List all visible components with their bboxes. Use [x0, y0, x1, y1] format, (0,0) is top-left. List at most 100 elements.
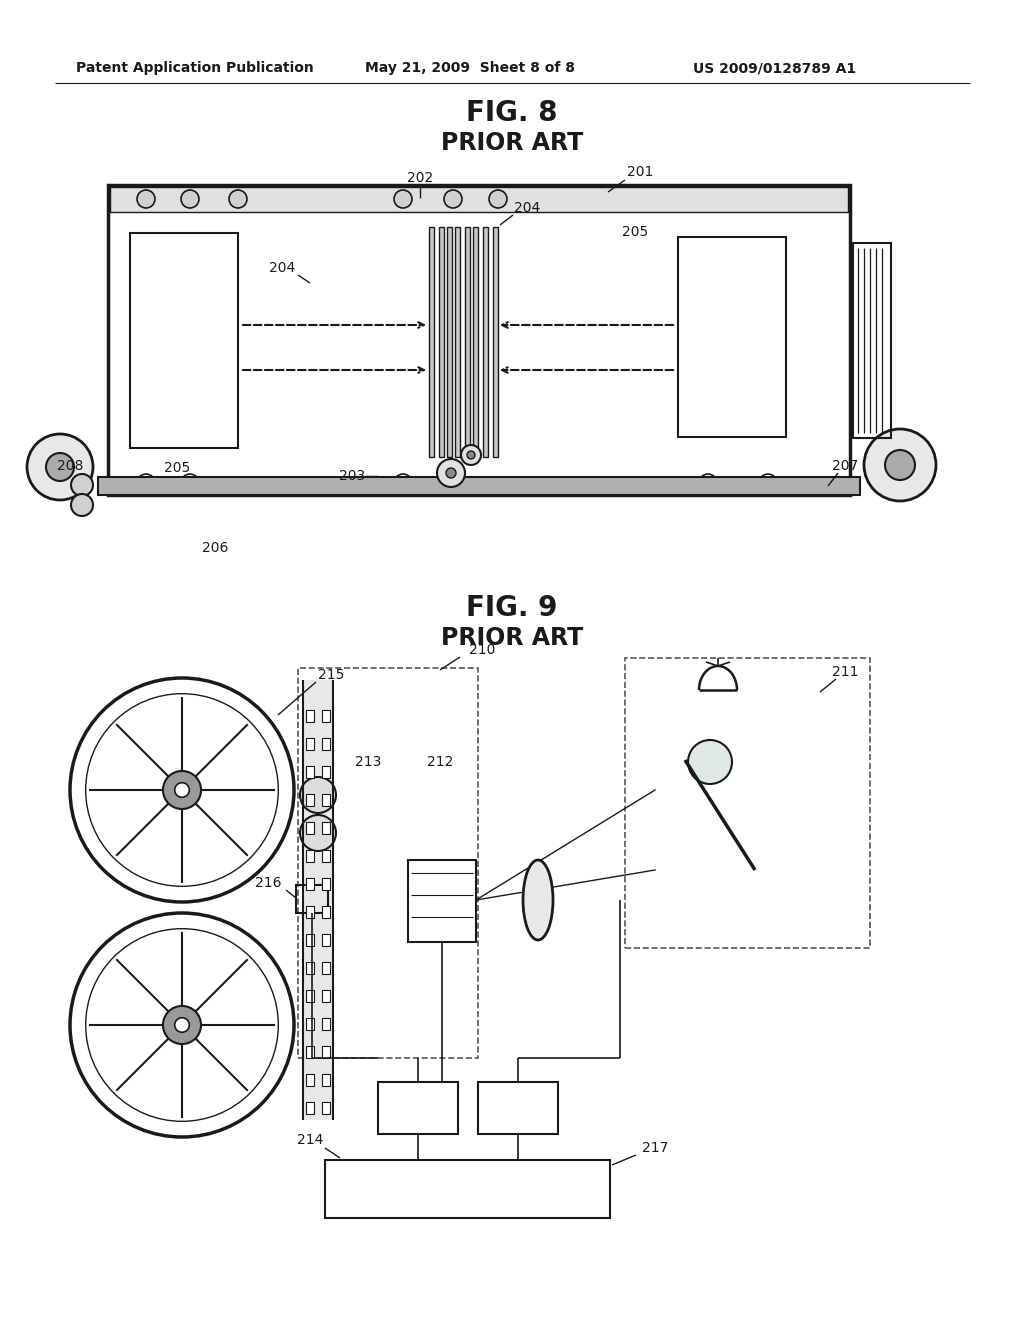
Bar: [473, 227, 478, 457]
Bar: [306, 935, 314, 946]
Bar: [439, 227, 444, 457]
Bar: [130, 234, 238, 447]
Bar: [306, 1102, 314, 1114]
Bar: [322, 1045, 330, 1059]
Text: 201: 201: [627, 165, 653, 180]
Circle shape: [137, 474, 155, 492]
Text: 217: 217: [642, 1140, 669, 1155]
Circle shape: [137, 190, 155, 209]
Text: 204: 204: [269, 261, 295, 275]
Circle shape: [300, 777, 336, 813]
Text: 211: 211: [831, 665, 858, 678]
Circle shape: [437, 459, 465, 487]
Circle shape: [446, 469, 456, 478]
Bar: [678, 238, 786, 437]
Bar: [322, 1102, 330, 1114]
Bar: [447, 227, 452, 457]
Bar: [325, 1160, 610, 1218]
Circle shape: [300, 814, 336, 851]
Circle shape: [181, 474, 199, 492]
Bar: [322, 710, 330, 722]
Bar: [429, 227, 434, 457]
Text: 213: 213: [354, 755, 381, 770]
Text: 208: 208: [56, 459, 83, 473]
Bar: [306, 710, 314, 722]
Bar: [322, 935, 330, 946]
Bar: [322, 990, 330, 1002]
Circle shape: [489, 190, 507, 209]
Bar: [306, 822, 314, 834]
Bar: [322, 962, 330, 974]
Bar: [98, 477, 860, 495]
Bar: [306, 795, 314, 807]
Bar: [455, 227, 460, 457]
Bar: [306, 1045, 314, 1059]
Circle shape: [163, 771, 201, 809]
Circle shape: [461, 445, 481, 465]
Circle shape: [175, 1018, 189, 1032]
Bar: [306, 850, 314, 862]
Text: PRIOR ART: PRIOR ART: [441, 626, 583, 649]
Circle shape: [70, 678, 294, 902]
Circle shape: [699, 474, 717, 492]
Bar: [306, 738, 314, 750]
Circle shape: [759, 474, 777, 492]
Circle shape: [163, 1006, 201, 1044]
Text: 215: 215: [318, 668, 344, 682]
Ellipse shape: [523, 861, 553, 940]
Bar: [322, 822, 330, 834]
Bar: [306, 990, 314, 1002]
Text: 216: 216: [256, 876, 282, 890]
Text: Patent Application Publication: Patent Application Publication: [76, 61, 314, 75]
Bar: [408, 861, 476, 942]
Circle shape: [27, 434, 93, 500]
Circle shape: [70, 913, 294, 1137]
Bar: [322, 1018, 330, 1030]
Text: FIG. 8: FIG. 8: [466, 99, 558, 127]
Bar: [322, 738, 330, 750]
Circle shape: [181, 190, 199, 209]
Circle shape: [467, 451, 475, 459]
Text: US 2009/0128789 A1: US 2009/0128789 A1: [693, 61, 856, 75]
Bar: [322, 766, 330, 777]
Text: 214: 214: [297, 1133, 324, 1147]
Circle shape: [71, 474, 93, 496]
Bar: [306, 766, 314, 777]
Text: 206: 206: [202, 541, 228, 554]
Bar: [478, 1082, 558, 1134]
Bar: [853, 243, 891, 438]
Bar: [303, 680, 333, 1119]
Text: 210: 210: [469, 643, 496, 657]
Circle shape: [394, 474, 412, 492]
Text: 205: 205: [164, 461, 190, 475]
Bar: [306, 1018, 314, 1030]
Bar: [298, 668, 478, 1059]
Bar: [322, 878, 330, 890]
Bar: [483, 227, 488, 457]
Circle shape: [86, 929, 279, 1121]
Bar: [296, 884, 328, 913]
Circle shape: [71, 494, 93, 516]
Text: 202: 202: [407, 172, 433, 185]
Text: 205: 205: [622, 224, 648, 239]
Bar: [110, 187, 848, 213]
Bar: [322, 906, 330, 917]
Bar: [465, 227, 470, 457]
Circle shape: [864, 429, 936, 502]
Bar: [322, 1074, 330, 1086]
Text: 207: 207: [831, 459, 858, 473]
Bar: [493, 227, 498, 457]
Text: May 21, 2009  Sheet 8 of 8: May 21, 2009 Sheet 8 of 8: [365, 61, 575, 75]
Bar: [322, 795, 330, 807]
Circle shape: [229, 190, 247, 209]
Bar: [108, 185, 850, 495]
Text: FIG. 9: FIG. 9: [466, 594, 558, 622]
Bar: [625, 657, 870, 948]
Bar: [322, 850, 330, 862]
Circle shape: [885, 450, 915, 480]
Circle shape: [688, 741, 732, 784]
Circle shape: [86, 694, 279, 886]
Bar: [378, 1082, 458, 1134]
Bar: [306, 1074, 314, 1086]
Text: 212: 212: [427, 755, 454, 770]
